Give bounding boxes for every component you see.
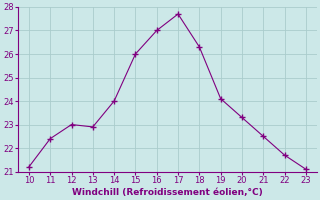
X-axis label: Windchill (Refroidissement éolien,°C): Windchill (Refroidissement éolien,°C) [72, 188, 263, 197]
